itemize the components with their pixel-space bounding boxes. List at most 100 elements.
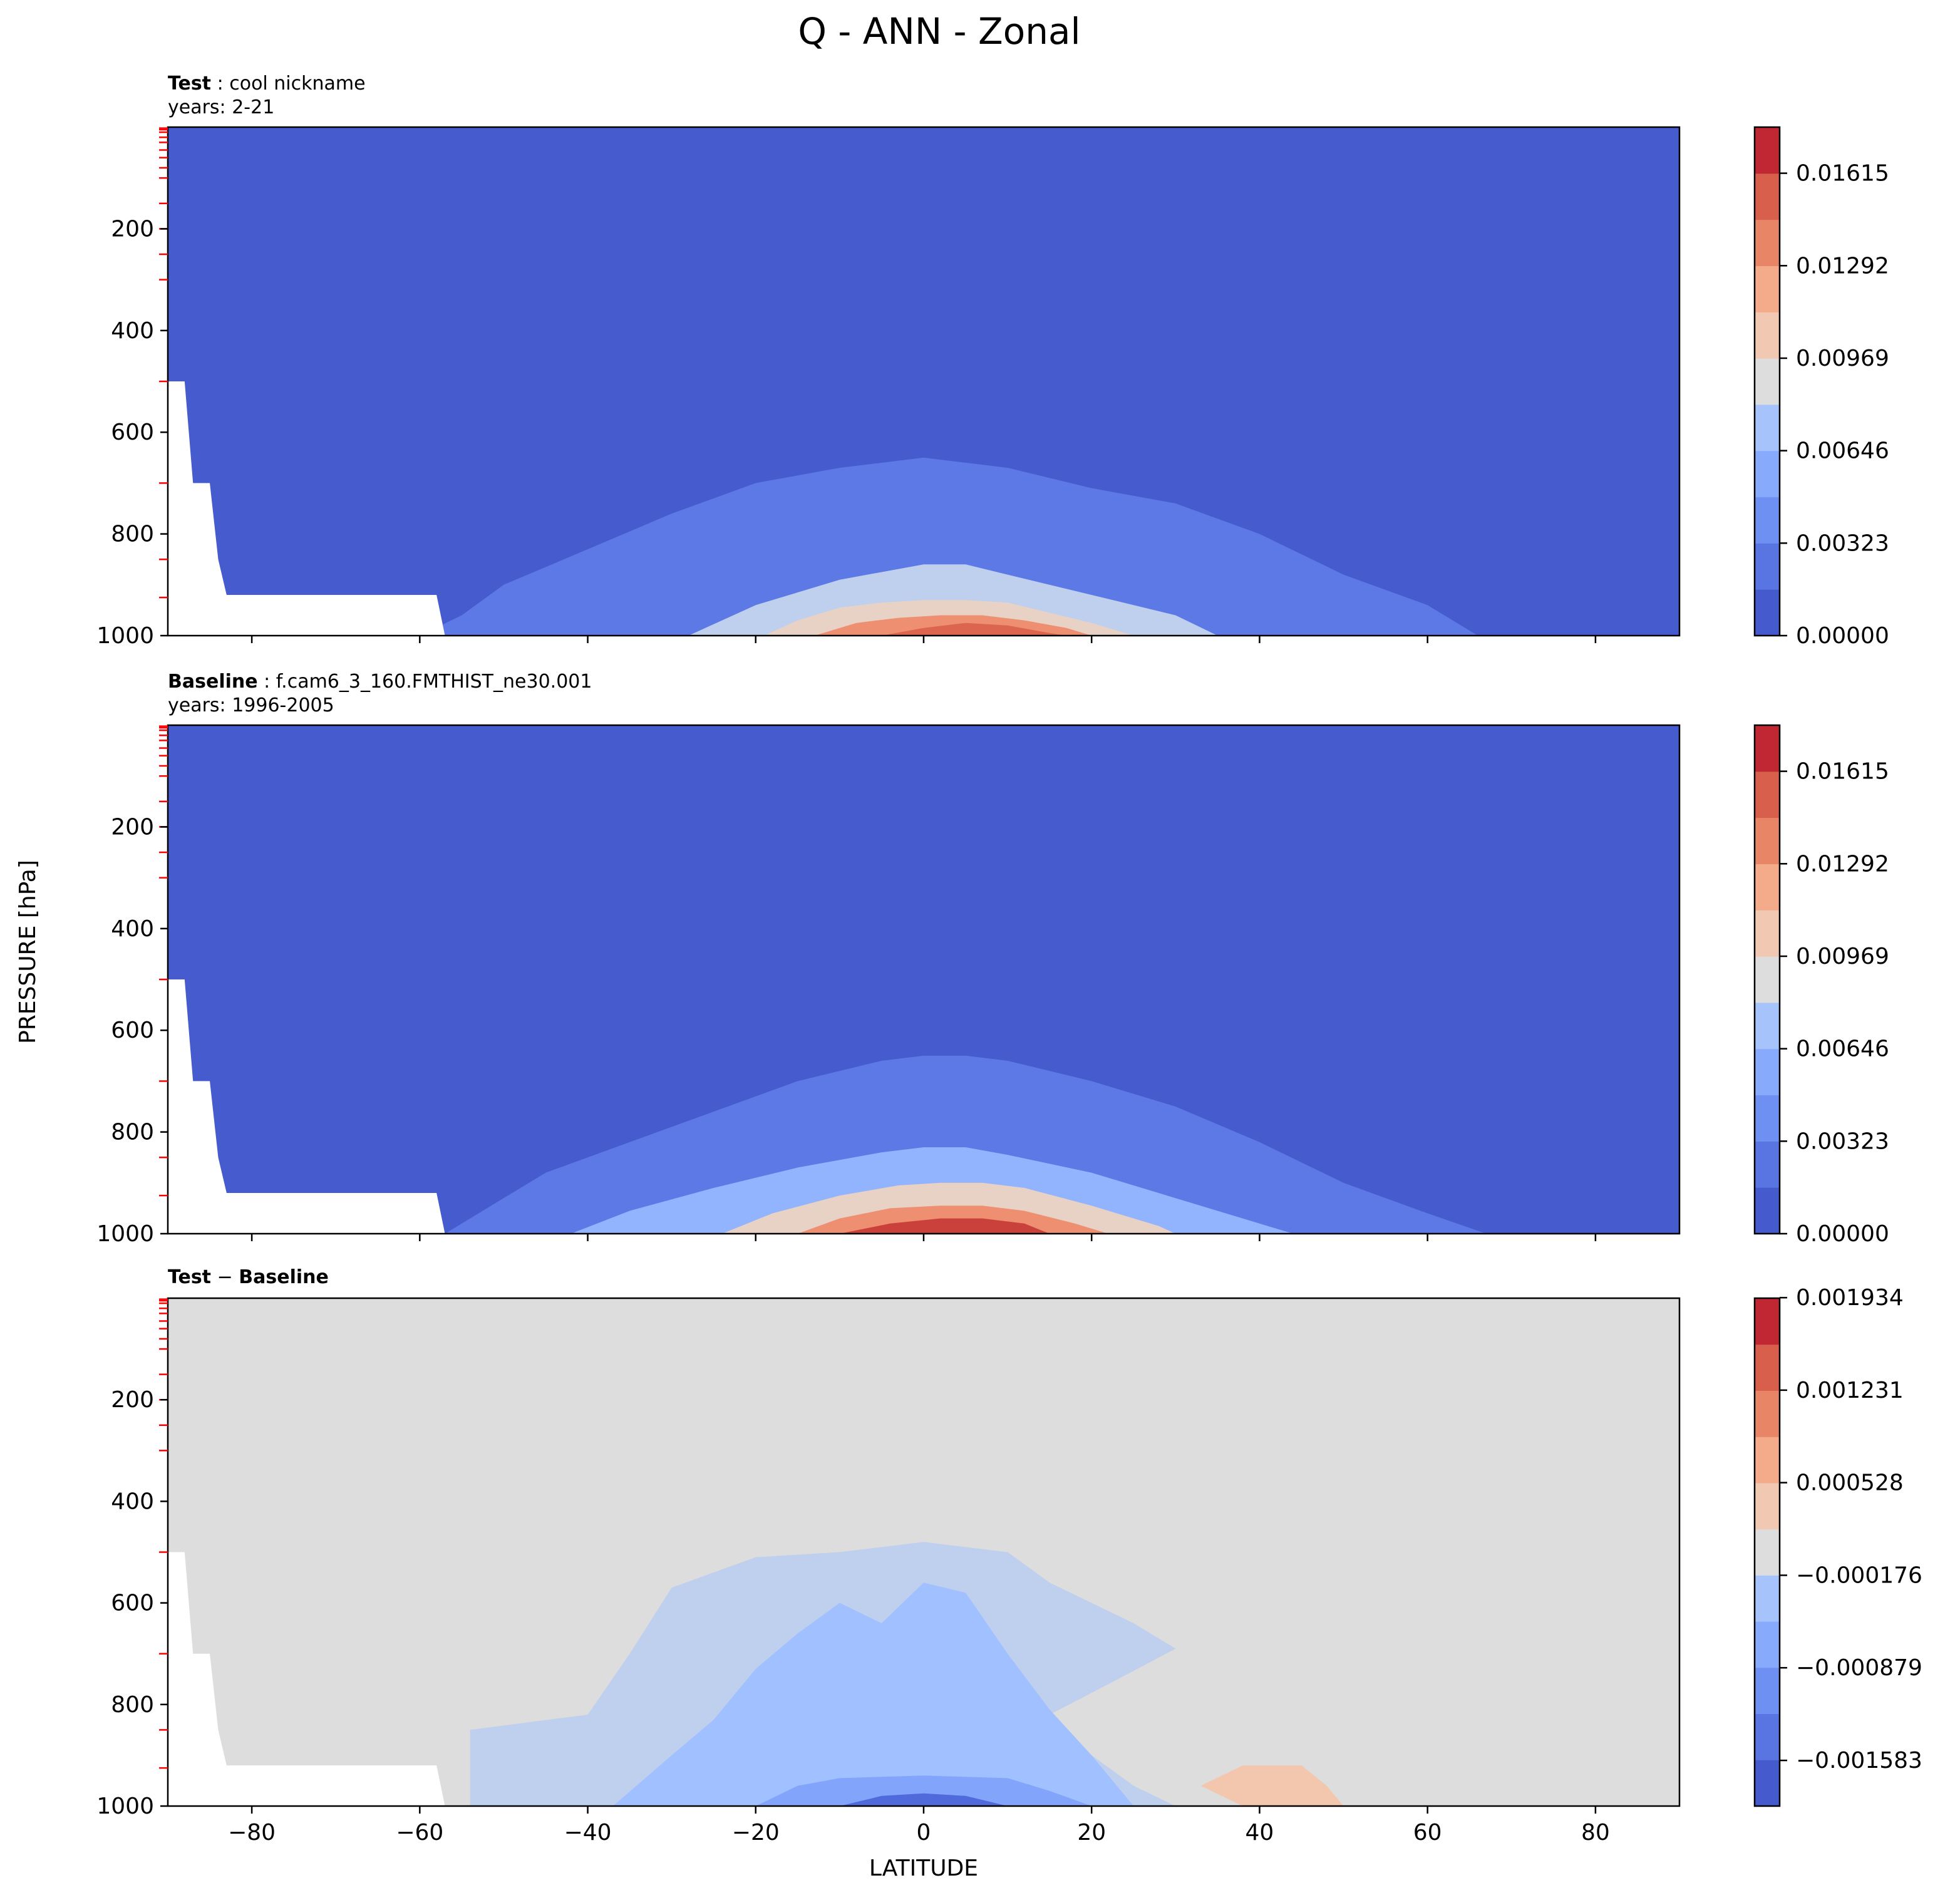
y-tick-label: 200 — [111, 1387, 154, 1413]
colorbar-tick-label: −0.000879 — [1796, 1655, 1922, 1681]
y-tick-label: 200 — [111, 216, 154, 242]
colorbar-bin — [1755, 312, 1780, 359]
colorbar-bin — [1755, 725, 1780, 772]
contour-band-0 — [420, 457, 1478, 636]
colorbar-tick-label: 0.00969 — [1796, 944, 1889, 969]
x-tick-label: 20 — [1077, 1820, 1106, 1846]
colorbar-frame — [1753, 126, 1781, 637]
colorbar-bin — [1755, 1529, 1780, 1576]
colorbar-bin — [1755, 127, 1780, 174]
panel-subtitle: Baseline : f.cam6_3_160.FMTHIST_ne30.001 — [168, 671, 592, 693]
contour-field — [168, 127, 1679, 636]
colorbar-bin — [1755, 219, 1780, 266]
y-tick-label: 400 — [111, 1489, 154, 1514]
colorbar-tick-label: 0.00646 — [1796, 438, 1889, 464]
colorbar-bin — [1755, 1575, 1780, 1622]
figure-title: Q - ANN - Zonal — [798, 10, 1080, 53]
y-tick-label: 1000 — [96, 623, 154, 649]
y-tick-label: 600 — [111, 1018, 154, 1043]
x-axis-label: LATITUDE — [869, 1856, 978, 1881]
colorbar-bin — [1755, 910, 1780, 957]
colorbar-tick-label: 0.01615 — [1796, 161, 1889, 187]
y-tick-label: 400 — [111, 916, 154, 942]
x-tick-label: 40 — [1246, 1820, 1274, 1846]
colorbar-bin — [1755, 1048, 1780, 1096]
y-tick-label: 800 — [111, 1120, 154, 1145]
colorbar-bin — [1755, 589, 1780, 636]
colorbar-bin — [1755, 1667, 1780, 1715]
colorbar-tick-label: 0.01615 — [1796, 759, 1889, 785]
topography-mask — [168, 381, 445, 636]
colorbar-tick-label: 0.01292 — [1796, 851, 1889, 877]
panel-subtitle: Test : cool nickname — [168, 73, 366, 95]
colorbar-bin — [1755, 543, 1780, 590]
y-tick-label: 800 — [111, 1692, 154, 1718]
colorbar-tick-label: 0.000528 — [1796, 1470, 1904, 1496]
contour-band-1 — [612, 1582, 1134, 1806]
y-tick-label: 1000 — [96, 1794, 154, 1819]
colorbar-tick-label: 0.00323 — [1796, 1128, 1889, 1154]
x-tick-label: −80 — [228, 1820, 276, 1846]
colorbar-bin — [1755, 1298, 1780, 1345]
colorbar-bin — [1755, 1760, 1780, 1807]
y-tick-label: 1000 — [96, 1221, 154, 1247]
colorbar-frame — [1753, 1297, 1781, 1807]
colorbar-bin — [1755, 956, 1780, 1003]
x-tick-label: 0 — [917, 1820, 931, 1846]
colorbar-bin — [1755, 1002, 1780, 1050]
colorbar-tick-label: 0.00000 — [1796, 1221, 1889, 1247]
colorbar-bin — [1755, 173, 1780, 220]
colorbar-bin — [1755, 1141, 1780, 1188]
y-axis-label: PRESSURE [hPa] — [15, 860, 41, 1044]
contour-band-2 — [755, 1775, 1092, 1806]
contour-band-4 — [839, 1218, 1050, 1234]
colorbar-bin — [1755, 1095, 1780, 1142]
colorbar-bin — [1755, 817, 1780, 864]
colorbar-bin — [1755, 497, 1780, 544]
x-tick-label: 80 — [1581, 1820, 1610, 1846]
colorbar-tick-label: −0.000176 — [1796, 1562, 1922, 1588]
x-tick-label: −40 — [564, 1820, 612, 1846]
colorbar-tick-label: 0.001934 — [1796, 1285, 1904, 1311]
x-tick-label: −60 — [396, 1820, 443, 1846]
colorbar-bin — [1755, 1621, 1780, 1668]
colorbar-tick-label: 0.00323 — [1796, 530, 1889, 556]
contour-band-4 — [881, 622, 1066, 636]
colorbar-bin — [1755, 864, 1780, 911]
panel-subtitle: Test − Baseline — [168, 1266, 329, 1288]
colorbar-frame — [1753, 724, 1781, 1235]
colorbar-tick-label: 0.00969 — [1796, 346, 1889, 371]
contour-field — [168, 1298, 1679, 1806]
x-tick-label: 60 — [1413, 1820, 1442, 1846]
colorbar-tick-label: 0.001231 — [1796, 1378, 1904, 1403]
colorbar-bin — [1755, 771, 1780, 818]
panel-years: years: 2-21 — [168, 96, 274, 118]
colorbar-tick-label: −0.001583 — [1796, 1748, 1922, 1774]
colorbar-bin — [1755, 1344, 1780, 1391]
topography-mask — [168, 979, 445, 1234]
contour-band-0 — [445, 1055, 1487, 1234]
y-tick-label: 200 — [111, 814, 154, 840]
panel-years: years: 1996-2005 — [168, 694, 334, 716]
colorbar-tick-label: 0.01292 — [1796, 253, 1889, 279]
x-tick-label: −20 — [732, 1820, 780, 1846]
y-tick-label: 400 — [111, 318, 154, 344]
topography-mask — [168, 1552, 445, 1806]
colorbar-bin — [1755, 1713, 1780, 1760]
y-tick-label: 800 — [111, 522, 154, 547]
contour-band-4 — [1200, 1765, 1344, 1806]
y-tick-label: 600 — [111, 1591, 154, 1616]
colorbar-bin — [1755, 1390, 1780, 1437]
colorbar-bin — [1755, 450, 1780, 498]
contour-field — [168, 725, 1679, 1234]
y-tick-label: 600 — [111, 420, 154, 445]
colorbar-bin — [1755, 404, 1780, 452]
contour-band-3 — [839, 1793, 1008, 1806]
panel-1: Baseline : f.cam6_3_160.FMTHIST_ne30.001… — [96, 671, 1889, 1247]
colorbar-bin — [1755, 358, 1780, 405]
colorbar-bin — [1755, 1437, 1780, 1484]
